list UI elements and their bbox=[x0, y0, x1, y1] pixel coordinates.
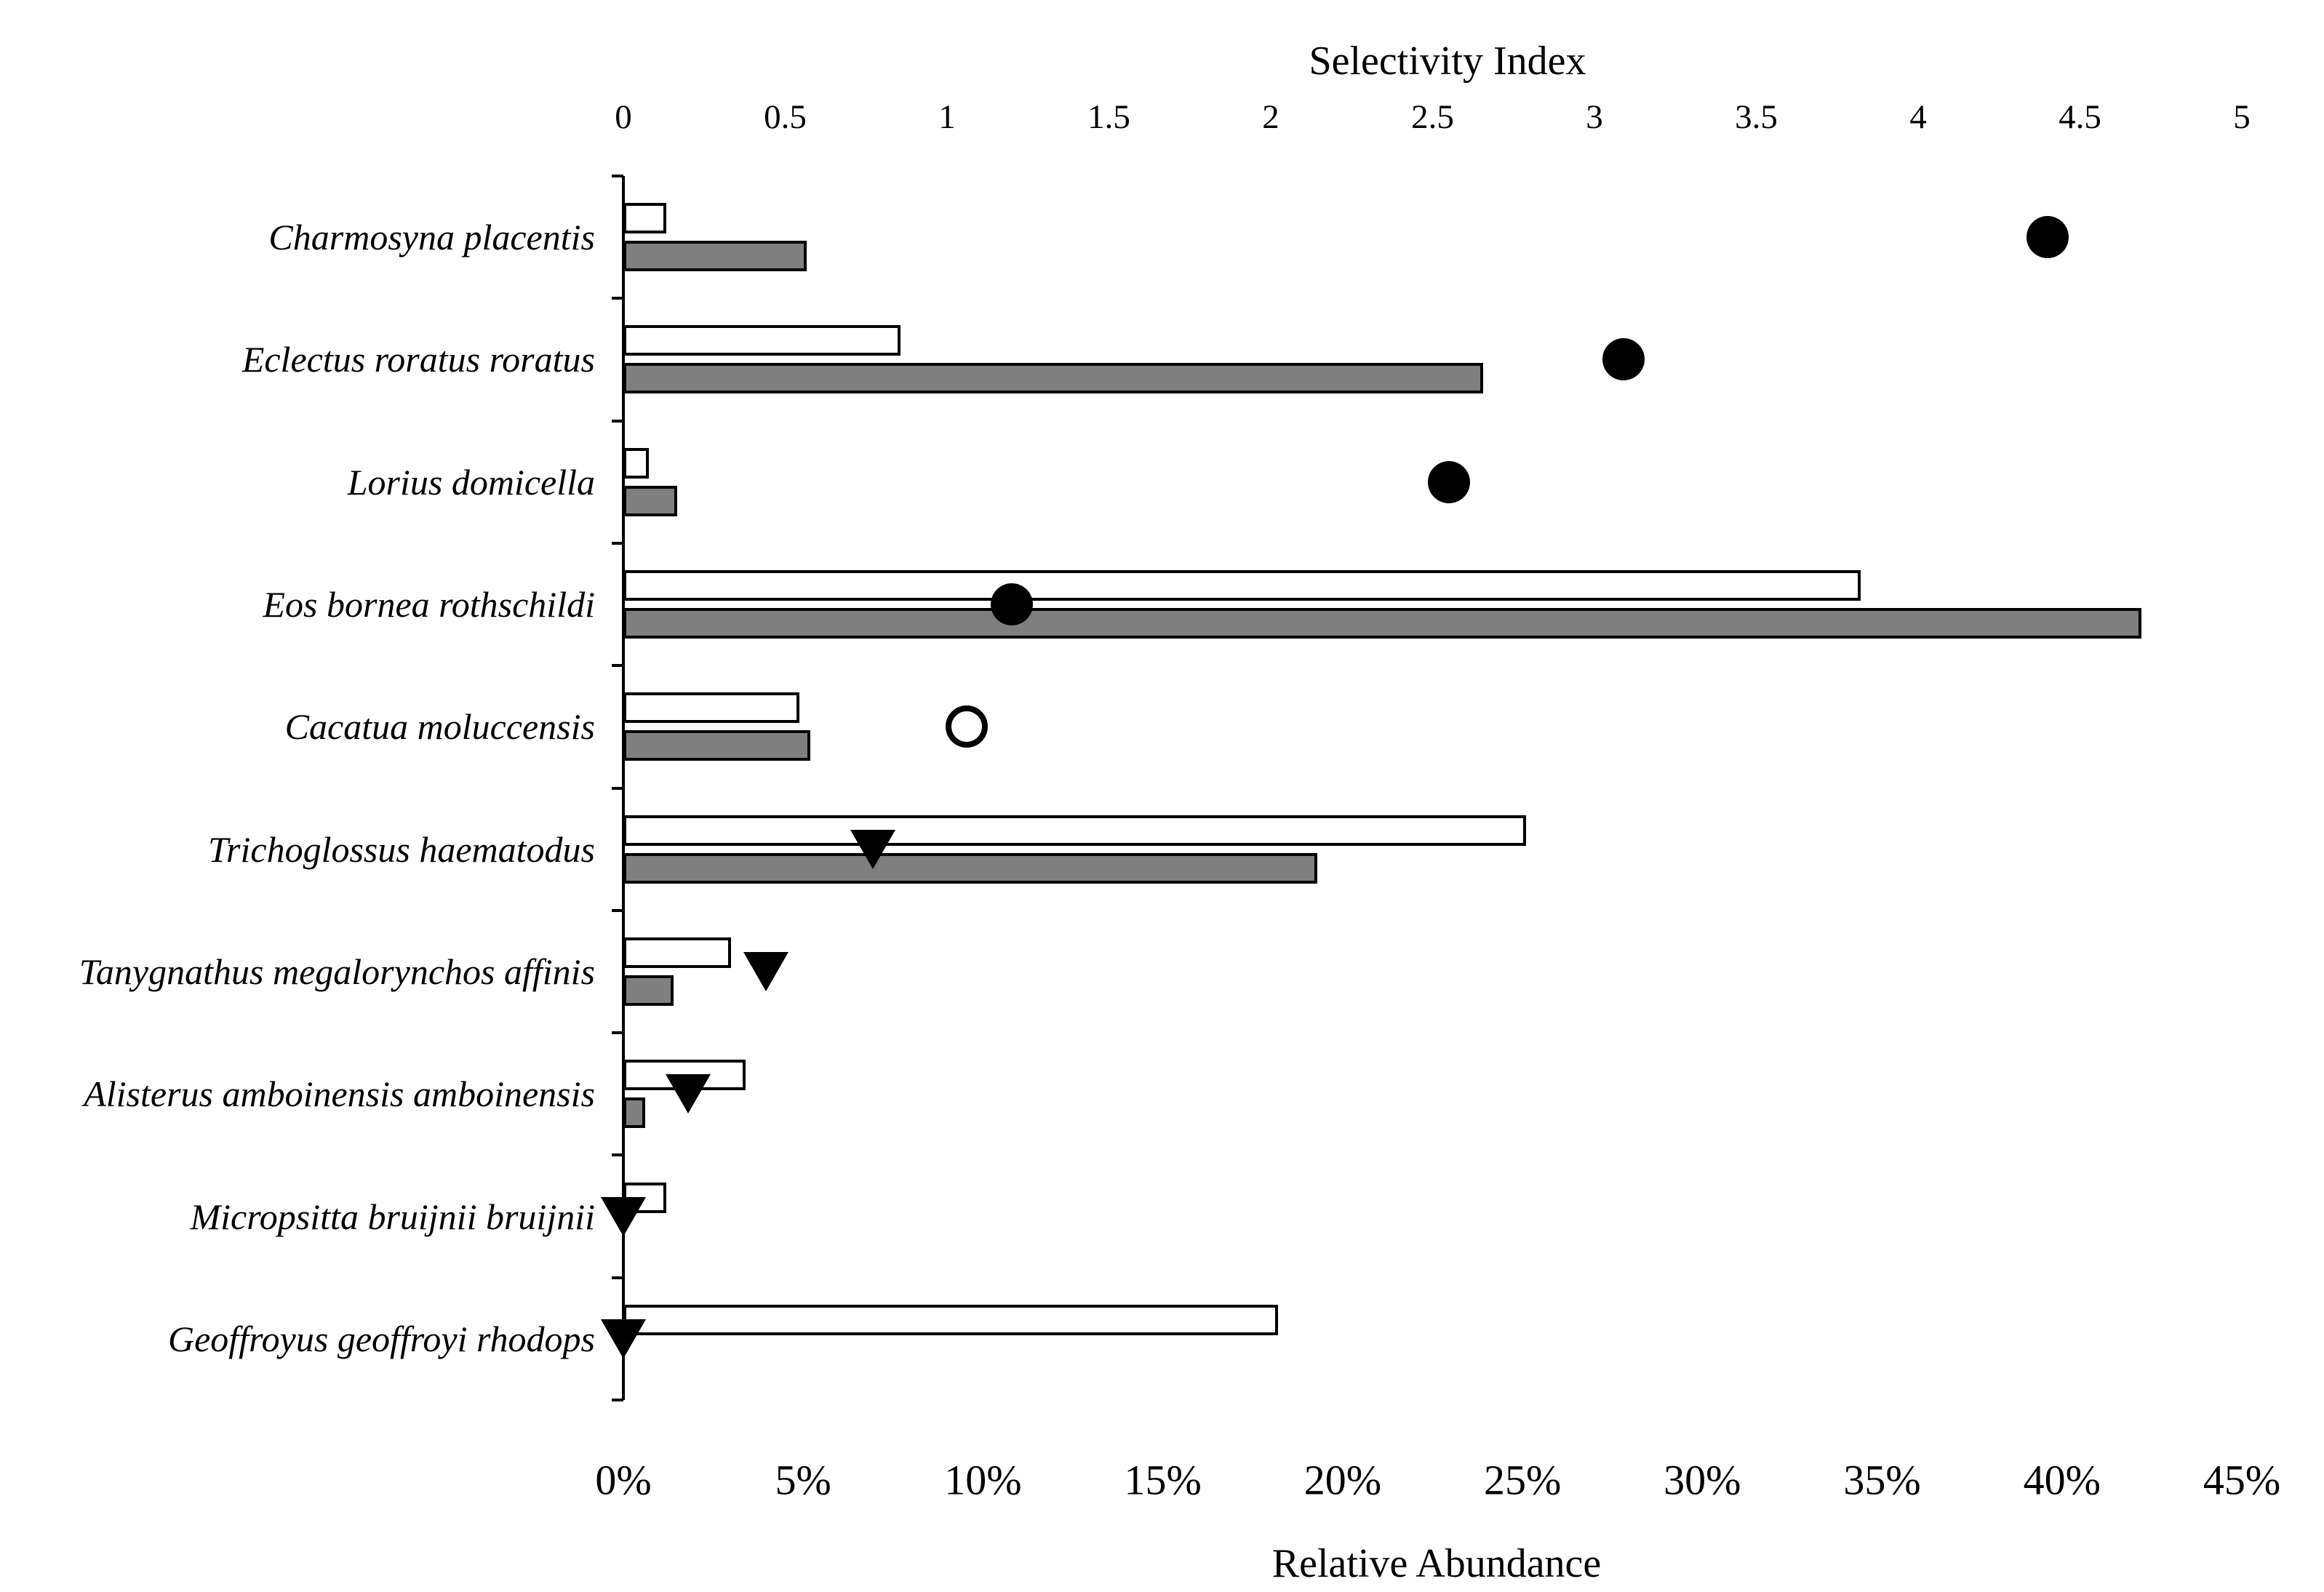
filled-circle-marker bbox=[1602, 338, 1645, 381]
top-axis-tick-label: 1 bbox=[938, 98, 956, 136]
bottom-axis-tick-label: 25% bbox=[1483, 1456, 1562, 1504]
y-axis-tick bbox=[612, 1031, 623, 1035]
filled-triangle-down-marker bbox=[601, 1196, 646, 1236]
species-label: Lorius domicella bbox=[347, 461, 595, 503]
y-axis-tick bbox=[612, 297, 623, 300]
filled-triangle-down-marker bbox=[666, 1074, 711, 1114]
y-axis-tick bbox=[612, 1399, 623, 1401]
species-label: Eclectus roratus roratus bbox=[241, 339, 595, 380]
bottom-axis-tick-label: 5% bbox=[775, 1456, 831, 1504]
y-axis-tick bbox=[612, 419, 623, 423]
y-axis-tick bbox=[612, 908, 623, 912]
abundance-bar-white bbox=[623, 815, 1527, 846]
abundance-bar-gray bbox=[623, 975, 674, 1006]
top-axis-tick-label: 0.5 bbox=[764, 98, 807, 136]
top-axis-tick-label: 5 bbox=[2233, 98, 2251, 136]
species-label: Eos bornea rothschildi bbox=[263, 584, 595, 625]
top-axis-tick-label: 2 bbox=[1262, 98, 1279, 136]
top-axis-tick-label: 4 bbox=[1909, 98, 1927, 136]
abundance-bar-gray bbox=[623, 363, 1483, 394]
y-axis-tick bbox=[612, 541, 623, 545]
bottom-axis-tick-label: 40% bbox=[2023, 1456, 2101, 1504]
abundance-bar-white bbox=[623, 937, 732, 968]
abundance-bar-gray bbox=[623, 1097, 645, 1129]
abundance-bar-white bbox=[623, 692, 800, 724]
bottom-axis-tick-label: 45% bbox=[2203, 1456, 2281, 1504]
abundance-bar-gray bbox=[623, 485, 678, 516]
top-axis-tick-label: 2.5 bbox=[1411, 98, 1454, 136]
species-label: Alisterus amboinensis amboinensis bbox=[84, 1073, 595, 1115]
top-axis-title: Selectivity Index bbox=[1309, 39, 1586, 84]
bottom-axis-tick-label: 15% bbox=[1124, 1456, 1202, 1504]
y-axis-tick bbox=[612, 786, 623, 790]
filled-triangle-down-marker bbox=[850, 829, 895, 869]
filled-circle-marker bbox=[2026, 216, 2069, 259]
species-label: Tanygnathus megalorynchos affinis bbox=[79, 951, 595, 992]
bottom-axis-title: Relative Abundance bbox=[1271, 1541, 1602, 1586]
abundance-bar-gray bbox=[623, 730, 811, 761]
top-axis-tick-label: 3.5 bbox=[1735, 98, 1778, 136]
species-label: Charmosyna placentis bbox=[268, 217, 595, 258]
abundance-bar-gray bbox=[623, 852, 1318, 884]
top-axis-tick-label: 0 bbox=[615, 98, 632, 136]
abundance-bar-white bbox=[623, 203, 667, 234]
abundance-bar-white bbox=[623, 447, 649, 479]
top-axis-tick-label: 4.5 bbox=[2059, 98, 2101, 136]
top-axis-tick-label: 3 bbox=[1586, 98, 1603, 136]
species-label: Cacatua moluccensis bbox=[284, 706, 595, 748]
abundance-bar-white bbox=[623, 1304, 1278, 1335]
species-label: Trichoglossus haematodus bbox=[207, 828, 595, 870]
top-axis-tick-label: 1.5 bbox=[1087, 98, 1130, 136]
y-axis-tick bbox=[612, 1153, 623, 1157]
bottom-axis-tick-label: 0% bbox=[595, 1456, 652, 1504]
y-axis-tick bbox=[612, 664, 623, 668]
filled-triangle-down-marker bbox=[743, 951, 788, 991]
bottom-axis-tick-label: 35% bbox=[1843, 1456, 1921, 1504]
bottom-axis-tick-label: 20% bbox=[1303, 1456, 1382, 1504]
filled-circle-marker bbox=[991, 583, 1033, 626]
y-axis-tick bbox=[612, 175, 623, 177]
abundance-bar-white bbox=[623, 570, 1861, 601]
open-circle-marker bbox=[945, 705, 988, 748]
y-axis-tick bbox=[612, 1276, 623, 1279]
abundance-bar-gray bbox=[623, 608, 2141, 639]
species-label: Geoffroyus geoffroyi rhodops bbox=[167, 1318, 595, 1359]
abundance-bar-white bbox=[623, 325, 901, 356]
abundance-bar-gray bbox=[623, 241, 807, 272]
filled-circle-marker bbox=[1427, 460, 1470, 503]
bottom-axis-tick-label: 10% bbox=[944, 1456, 1022, 1504]
y-axis-line bbox=[622, 176, 625, 1400]
filled-triangle-down-marker bbox=[601, 1319, 646, 1359]
species-label: Micropsitta bruijnii bruijnii bbox=[190, 1196, 595, 1237]
bottom-axis-tick-label: 30% bbox=[1664, 1456, 1741, 1504]
